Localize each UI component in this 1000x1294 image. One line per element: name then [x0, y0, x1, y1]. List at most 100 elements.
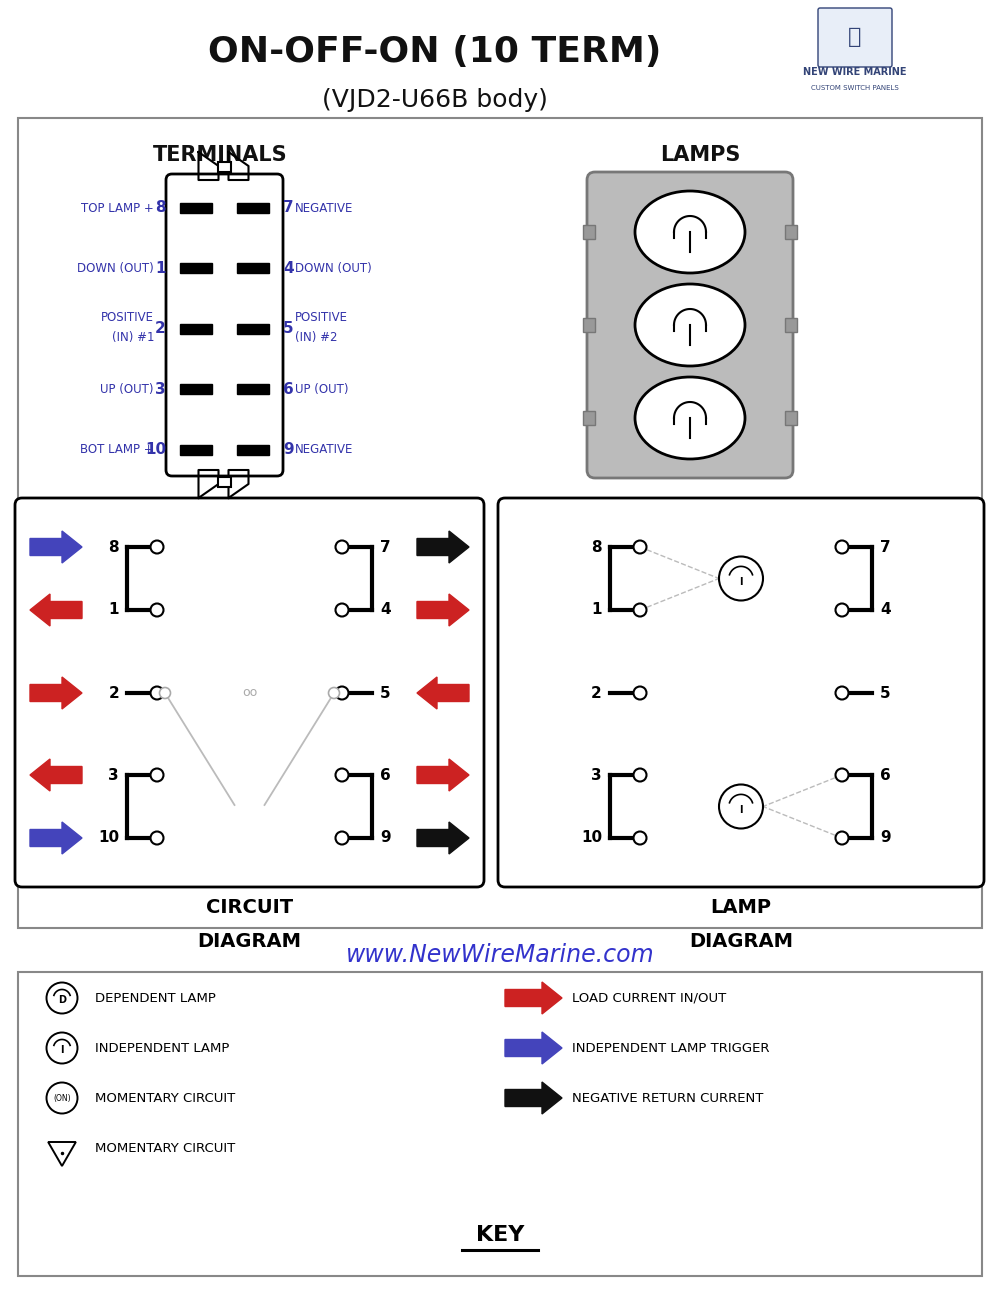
Text: I: I: [739, 577, 743, 586]
FancyArrow shape: [505, 1033, 562, 1064]
Text: DIAGRAM: DIAGRAM: [198, 932, 302, 951]
Text: 3: 3: [591, 767, 602, 783]
FancyBboxPatch shape: [587, 172, 793, 477]
Text: NEGATIVE RETURN CURRENT: NEGATIVE RETURN CURRENT: [572, 1092, 763, 1105]
Bar: [218, 162, 231, 172]
Text: DEPENDENT LAMP: DEPENDENT LAMP: [95, 991, 216, 1004]
FancyArrow shape: [30, 760, 82, 791]
Circle shape: [335, 541, 348, 554]
Circle shape: [836, 769, 848, 782]
Text: oo: oo: [242, 687, 257, 700]
Text: (IN) #1: (IN) #1: [112, 331, 154, 344]
Text: DOWN (OUT): DOWN (OUT): [77, 261, 154, 274]
Bar: [583, 411, 595, 424]
Text: 2: 2: [591, 686, 602, 700]
FancyArrow shape: [417, 594, 469, 626]
Circle shape: [634, 832, 646, 845]
Circle shape: [150, 832, 164, 845]
Text: MOMENTARY CIRCUIT: MOMENTARY CIRCUIT: [95, 1141, 235, 1154]
Text: POSITIVE: POSITIVE: [295, 312, 348, 325]
Text: TERMINALS: TERMINALS: [153, 145, 287, 166]
Text: 5: 5: [283, 321, 294, 336]
Circle shape: [836, 832, 848, 845]
Circle shape: [150, 769, 164, 782]
Bar: [785, 318, 797, 333]
Ellipse shape: [635, 192, 745, 273]
Text: CIRCUIT: CIRCUIT: [206, 898, 293, 917]
FancyArrow shape: [417, 822, 469, 854]
Text: 8: 8: [155, 201, 166, 216]
Text: 8: 8: [108, 540, 119, 555]
Text: ⛵: ⛵: [848, 27, 862, 47]
Text: 6: 6: [880, 767, 891, 783]
FancyBboxPatch shape: [166, 173, 283, 476]
Text: MOMENTARY CIRCUIT: MOMENTARY CIRCUIT: [95, 1092, 235, 1105]
Circle shape: [335, 687, 348, 700]
Text: 4: 4: [880, 603, 891, 617]
Text: 1: 1: [592, 603, 602, 617]
Text: 1: 1: [108, 603, 119, 617]
Text: (ON): (ON): [53, 1093, 71, 1102]
Bar: [785, 225, 797, 239]
Text: 9: 9: [380, 831, 391, 845]
FancyArrow shape: [505, 1082, 562, 1114]
Bar: [180, 264, 212, 273]
Text: POSITIVE: POSITIVE: [101, 312, 154, 325]
Text: 10: 10: [145, 443, 166, 457]
Text: CUSTOM SWITCH PANELS: CUSTOM SWITCH PANELS: [811, 85, 899, 91]
Circle shape: [634, 541, 646, 554]
Text: 8: 8: [591, 540, 602, 555]
Text: UP (OUT): UP (OUT): [100, 383, 154, 396]
Text: 2: 2: [155, 321, 166, 336]
FancyBboxPatch shape: [818, 8, 892, 67]
Text: (VJD2-U66B body): (VJD2-U66B body): [322, 88, 548, 113]
Circle shape: [160, 687, 170, 699]
Text: 9: 9: [283, 443, 294, 457]
Text: NEGATIVE: NEGATIVE: [295, 202, 353, 215]
Circle shape: [634, 687, 646, 700]
Text: KEY: KEY: [476, 1225, 524, 1245]
FancyArrow shape: [30, 594, 82, 626]
Bar: [180, 445, 212, 454]
Text: 6: 6: [283, 382, 294, 397]
Text: 2: 2: [108, 686, 119, 700]
Text: 4: 4: [380, 603, 391, 617]
Text: D: D: [58, 995, 66, 1005]
Text: LAMP: LAMP: [710, 898, 772, 917]
Text: DOWN (OUT): DOWN (OUT): [295, 261, 372, 274]
Circle shape: [335, 603, 348, 616]
Text: 7: 7: [283, 201, 294, 216]
Text: 3: 3: [155, 382, 166, 397]
Bar: [237, 384, 269, 395]
Circle shape: [335, 832, 348, 845]
Circle shape: [328, 687, 340, 699]
Text: 4: 4: [283, 261, 294, 276]
Bar: [583, 225, 595, 239]
Text: (IN) #2: (IN) #2: [295, 331, 338, 344]
Ellipse shape: [635, 377, 745, 459]
Circle shape: [150, 541, 164, 554]
Bar: [180, 384, 212, 395]
Bar: [18, 118, 982, 928]
Text: 10: 10: [98, 831, 119, 845]
Text: 7: 7: [880, 540, 891, 555]
Text: DIAGRAM: DIAGRAM: [689, 932, 793, 951]
Text: 9: 9: [880, 831, 891, 845]
Bar: [237, 445, 269, 454]
FancyArrow shape: [30, 531, 82, 563]
Circle shape: [634, 769, 646, 782]
Text: 10: 10: [581, 831, 602, 845]
Text: NEGATIVE: NEGATIVE: [295, 443, 353, 457]
FancyArrow shape: [417, 677, 469, 709]
Bar: [180, 203, 212, 214]
Text: TOP LAMP +: TOP LAMP +: [81, 202, 154, 215]
Text: INDEPENDENT LAMP: INDEPENDENT LAMP: [95, 1042, 229, 1055]
Text: UP (OUT): UP (OUT): [295, 383, 349, 396]
Circle shape: [634, 603, 646, 616]
Text: 5: 5: [880, 686, 891, 700]
Circle shape: [836, 541, 848, 554]
Circle shape: [150, 603, 164, 616]
Text: LOAD CURRENT IN/OUT: LOAD CURRENT IN/OUT: [572, 991, 726, 1004]
Circle shape: [836, 603, 848, 616]
Bar: [18, 972, 982, 1276]
